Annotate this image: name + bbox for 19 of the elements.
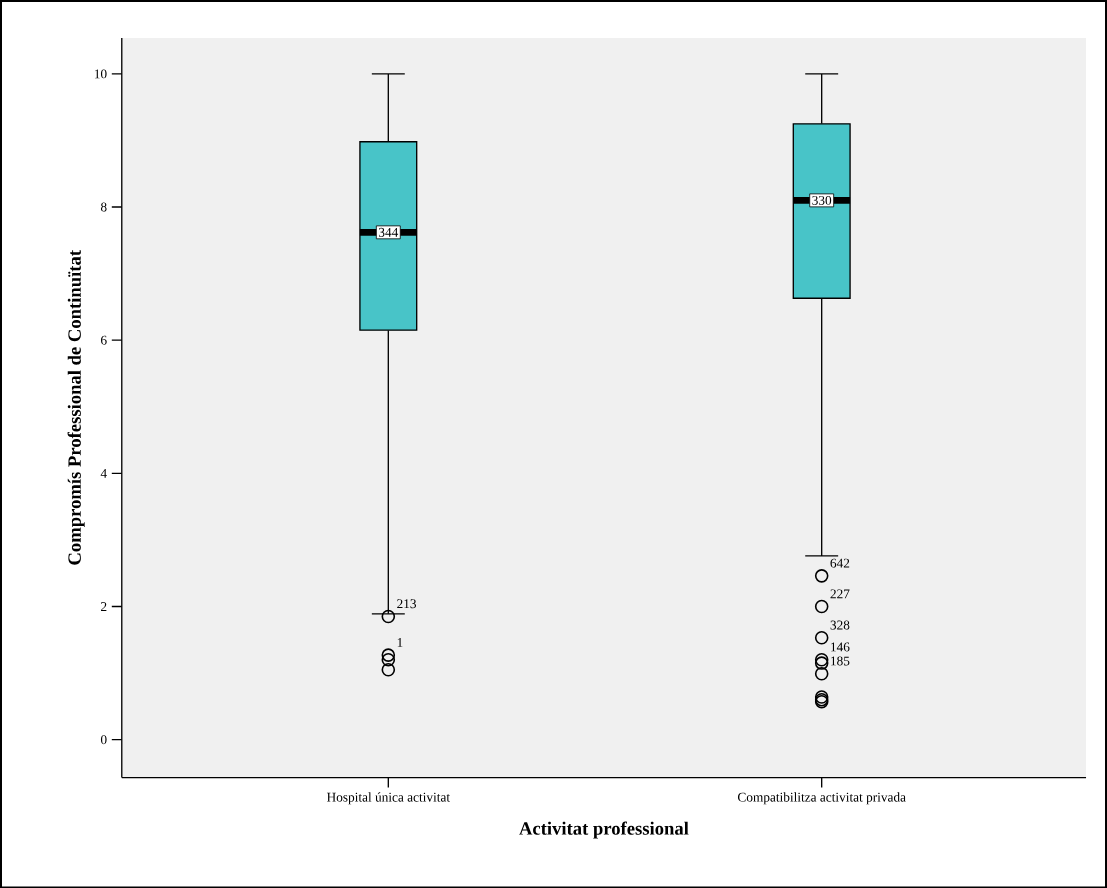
annotation: 330 (812, 195, 832, 205)
annotation: 344 (378, 227, 399, 237)
x-tick-label: Hospital única activitat (326, 792, 450, 805)
x-axis-title: Activitat professional (519, 821, 689, 839)
annotation: 213 (397, 599, 417, 609)
annotation: 1 (397, 637, 403, 647)
y-tick-label: 2 (101, 601, 107, 611)
x-tick-label: Compatibilitza activitat privada (737, 792, 906, 805)
y-tick-label: 6 (101, 335, 107, 345)
annotation: 328 (830, 620, 850, 630)
y-tick-label: 4 (100, 468, 107, 478)
y-tick-label: 0 (100, 734, 107, 744)
annotation: 146 (831, 642, 850, 652)
annotation: 227 (830, 589, 850, 599)
y-axis-title: Compromís Professional de Continuïtat (67, 249, 85, 565)
y-tick-label: 10 (94, 69, 107, 79)
y-tick-label: 8 (100, 202, 107, 212)
annotation: 185 (831, 656, 850, 666)
annotation: 642 (830, 558, 850, 568)
